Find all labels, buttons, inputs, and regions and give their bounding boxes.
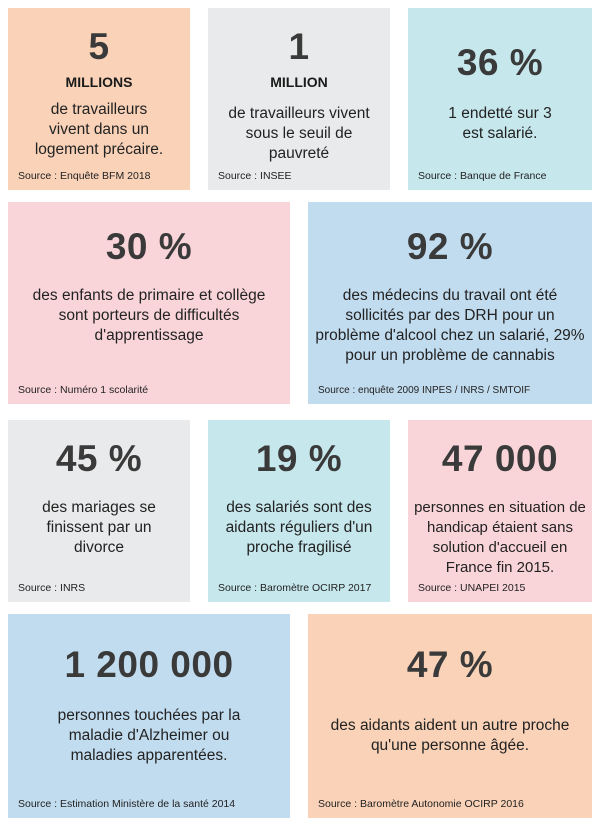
- stat-card-endettement: 36 % 1 endetté sur 3 est salarié. Source…: [408, 8, 592, 190]
- stat-source: Source : Baromètre Autonomie OCIRP 2016: [318, 798, 524, 810]
- stat-value: 47 %: [406, 644, 494, 685]
- stat-description: personnes touchées par la maladie d'Alzh…: [57, 707, 241, 764]
- stat-value: 30 %: [105, 226, 193, 267]
- stat-card-aidants: 19 % des salariés sont des aidants régul…: [208, 420, 390, 602]
- stat-value: 45 %: [55, 438, 143, 479]
- stat-value: 19 %: [255, 438, 343, 479]
- stat-card-apprentissage: 30 % des enfants de primaire et collège …: [8, 202, 290, 404]
- stat-card-pauvrete: 1 MILLION de travailleurs vivent sous le…: [208, 8, 390, 190]
- stat-source: Source : Banque de France: [418, 170, 547, 182]
- stat-card-handicap: 47 000 personnes en situation de handica…: [408, 420, 592, 602]
- stat-description: des médecins du travail ont été sollicit…: [315, 287, 585, 364]
- stat-source: Source : INRS: [18, 582, 86, 594]
- stat-card-medecins: 92 % des médecins du travail ont été sol…: [308, 202, 592, 404]
- stat-description: des salariés sont des aidants réguliers …: [225, 499, 373, 556]
- stat-source: Source : Numéro 1 scolarité: [18, 384, 149, 396]
- stat-description: des enfants de primaire et collège sont …: [32, 287, 266, 344]
- stat-card-aidants-proche: 47 % des aidants aident un autre proche …: [308, 614, 592, 818]
- stat-value: 1: [288, 26, 310, 67]
- stat-value: 92 %: [406, 226, 494, 267]
- stat-description: de travailleurs vivent sous le seuil de …: [228, 105, 370, 162]
- stat-unit: MILLION: [270, 74, 328, 90]
- stat-value: 5: [88, 26, 110, 67]
- stat-description: 1 endetté sur 3 est salarié.: [448, 105, 552, 142]
- stat-source: Source : enquête 2009 INPES / INRS / SMT…: [318, 385, 531, 396]
- stat-source: Source : UNAPEI 2015: [418, 582, 526, 594]
- stat-description: personnes en situation de handicap étaie…: [414, 499, 586, 576]
- stat-source: Source : Baromètre OCIRP 2017: [218, 582, 372, 594]
- stat-source: Source : Enquête BFM 2018: [18, 170, 151, 182]
- stat-description: des aidants aident un autre proche qu'un…: [330, 717, 570, 754]
- stat-card-divorce: 45 % des mariages se finissent par un di…: [8, 420, 190, 602]
- stat-description: des mariages se finissent par un divorce: [42, 499, 156, 556]
- stat-card-alzheimer: 1 200 000 personnes touchées par la mala…: [8, 614, 290, 818]
- stat-source: Source : INSEE: [218, 170, 292, 182]
- stat-value: 1 200 000: [64, 644, 234, 685]
- stat-card-logement: 5 MILLIONS de travailleurs vivent dans u…: [8, 8, 190, 190]
- stat-description: de travailleurs vivent dans un logement …: [34, 101, 164, 158]
- stat-value: 36 %: [456, 42, 544, 83]
- stat-unit: MILLIONS: [65, 74, 133, 90]
- stat-source: Source : Estimation Ministère de la sant…: [18, 798, 236, 810]
- stat-value: 47 000: [441, 438, 559, 479]
